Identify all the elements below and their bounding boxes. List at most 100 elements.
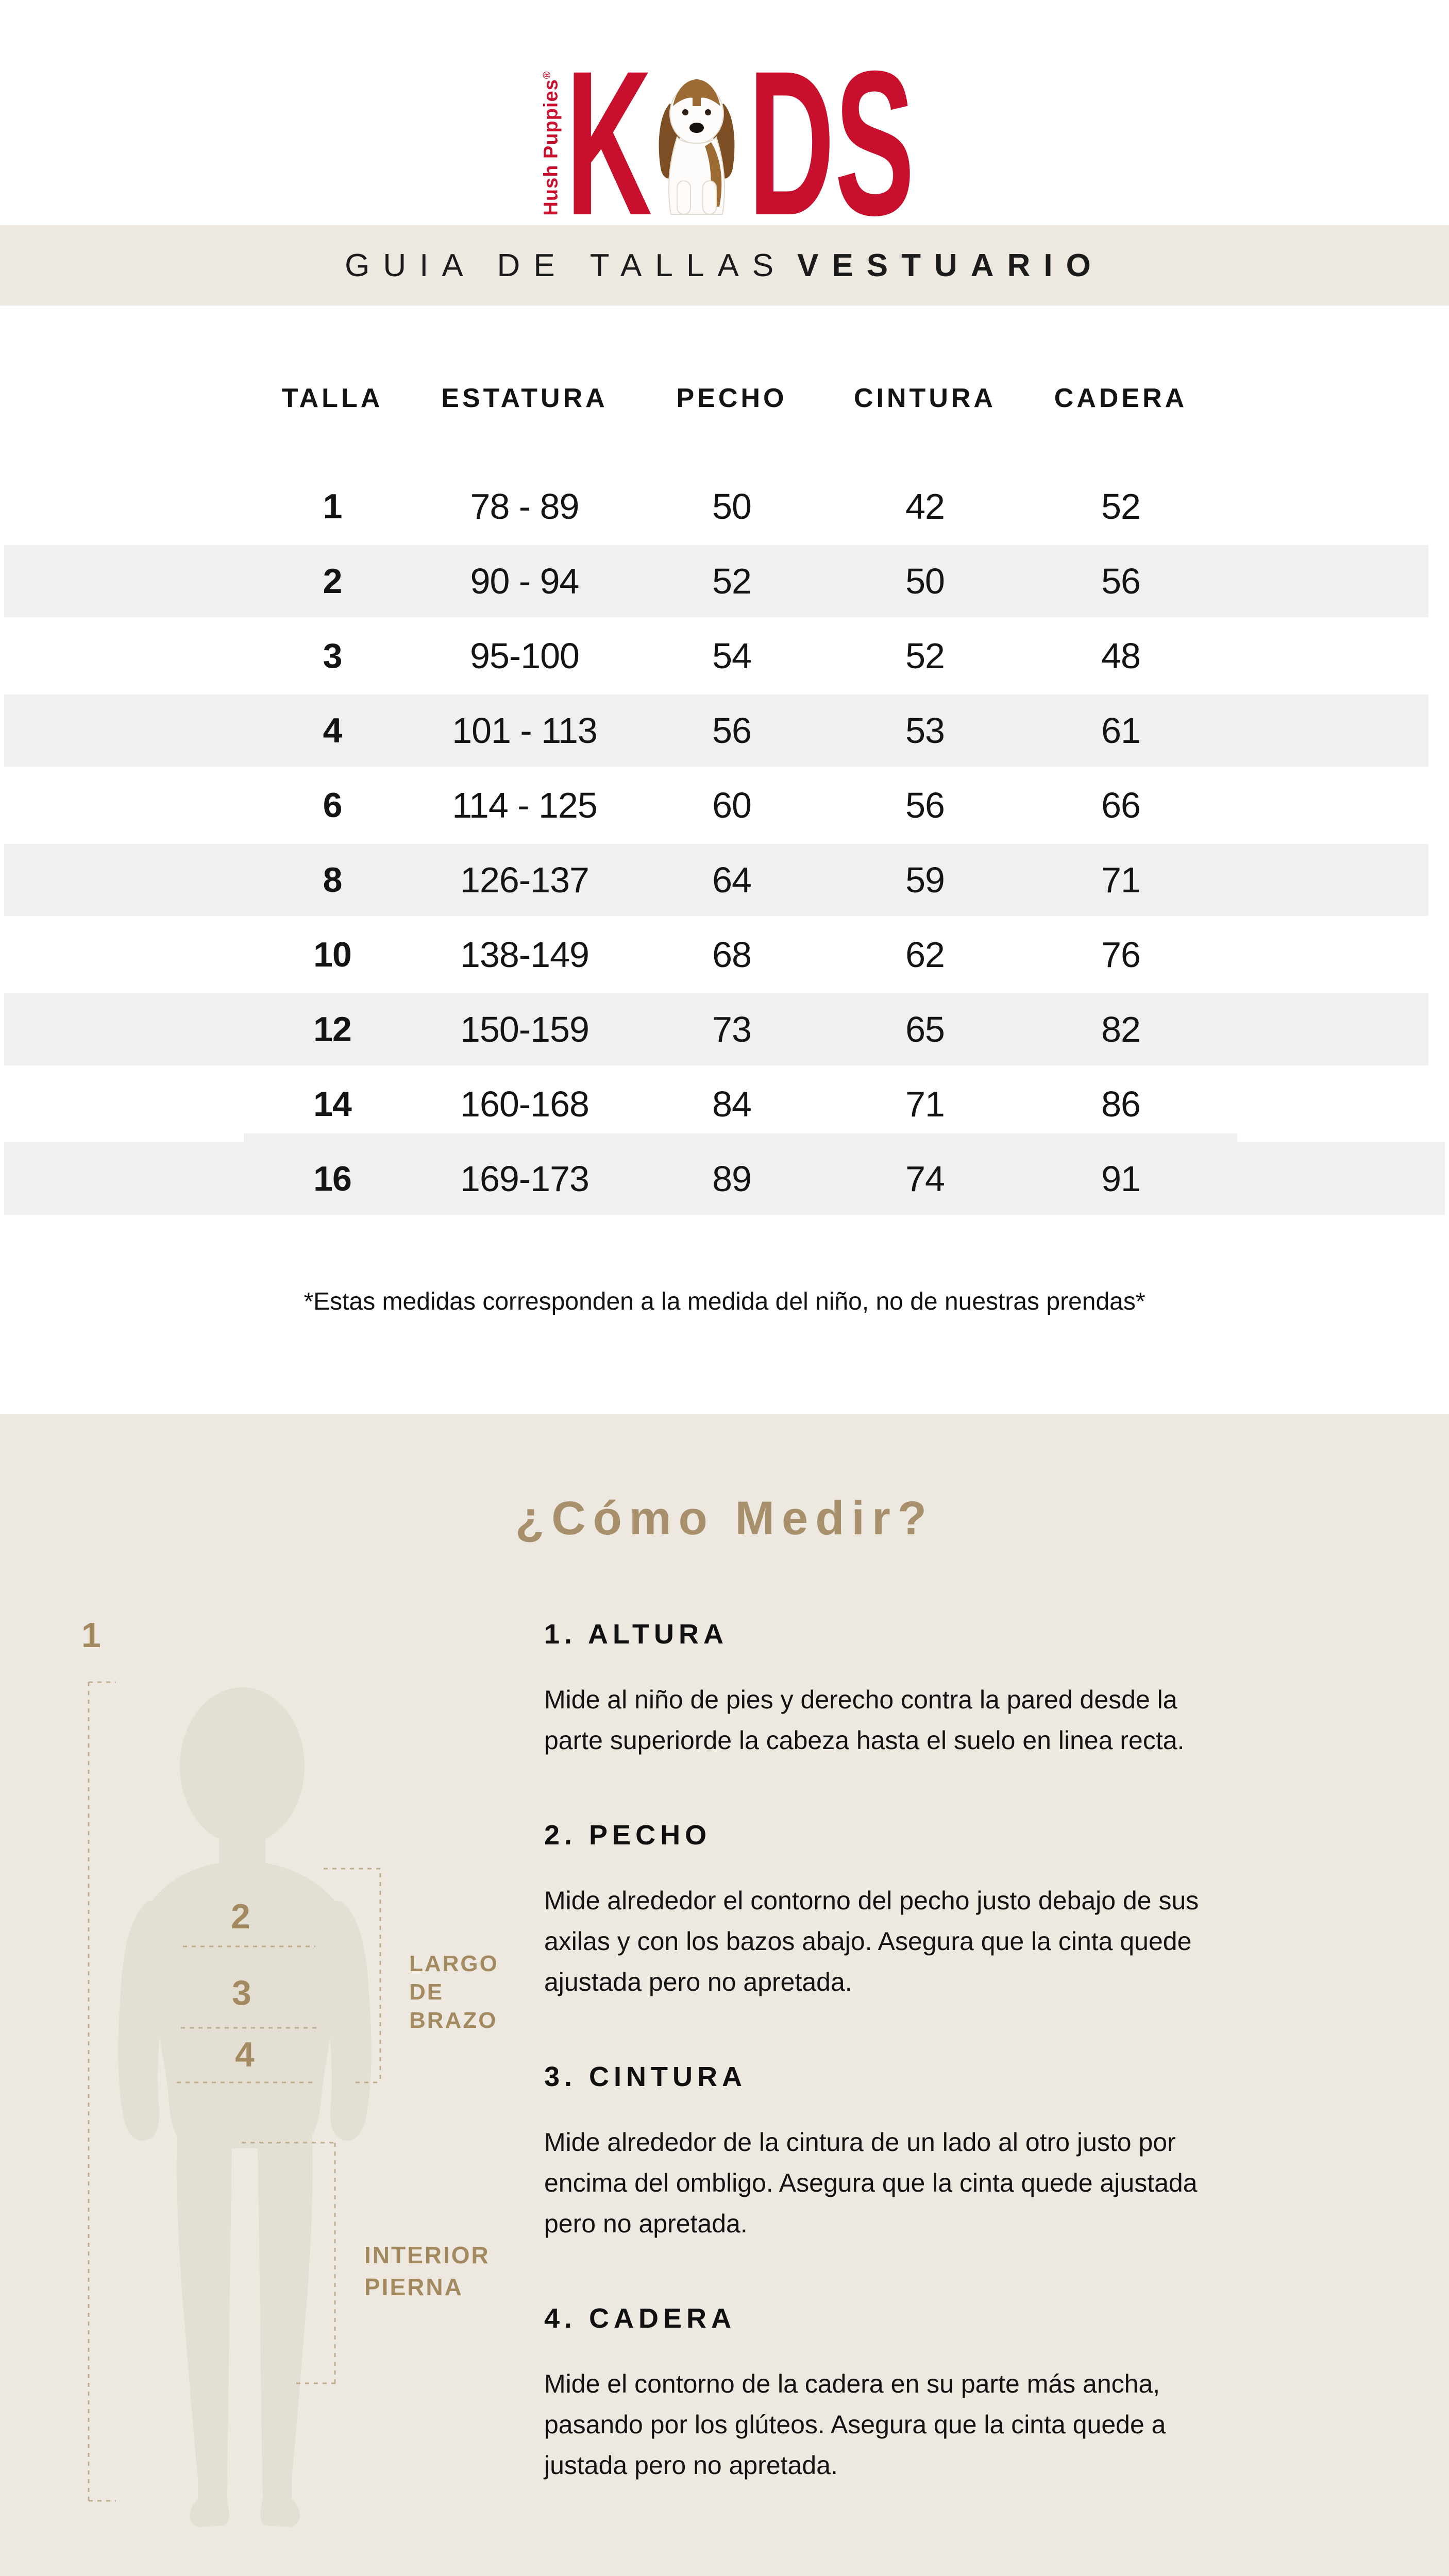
table-row-talla-10: 10 138-149 68 62 76 xyxy=(0,918,1449,992)
size-guide-banner: GUIA DE TALLAS VESTUARIO xyxy=(0,225,1449,306)
step-heading-3: 3. CINTURA xyxy=(544,2061,747,2092)
measure-line-arm xyxy=(324,1868,381,2083)
table-header-row: TALLA ESTATURA PECHO CINTURA CADERA xyxy=(0,361,1449,435)
cell-talla: 16 xyxy=(313,1159,352,1198)
cell-pecho: 52 xyxy=(712,561,752,601)
cell-pecho: 64 xyxy=(712,860,752,900)
cell-cadera: 56 xyxy=(1101,561,1141,601)
cell-talla: 2 xyxy=(323,562,343,601)
cell-cadera: 91 xyxy=(1101,1159,1141,1199)
row-stripe xyxy=(4,993,1428,1065)
cell-cintura: 62 xyxy=(905,935,945,975)
step-body-3: Mide alrededor de la cintura de un lado … xyxy=(544,2128,1198,2238)
column-header-pecho: PECHO xyxy=(676,383,787,413)
figure-marker-4: 4 xyxy=(235,2035,255,2074)
basset-hound-logo-icon xyxy=(659,79,735,215)
cell-cintura: 65 xyxy=(905,1009,945,1049)
row-stripe-notch xyxy=(244,1133,1237,1143)
cell-pecho: 54 xyxy=(712,636,752,676)
cell-cintura: 71 xyxy=(905,1084,945,1124)
cell-talla: 12 xyxy=(313,1010,352,1049)
cell-cintura: 52 xyxy=(905,636,945,676)
brand-logo: Hush Puppies® K D S xyxy=(0,28,1449,258)
cell-estatura: 101 - 113 xyxy=(452,710,598,751)
cell-cadera: 61 xyxy=(1101,710,1141,751)
cell-cintura: 74 xyxy=(905,1159,945,1199)
brand-vertical-label: Hush Puppies xyxy=(540,79,562,216)
banner-title-bold: VESTUARIO xyxy=(797,247,1104,283)
cell-talla: 10 xyxy=(313,935,352,974)
cell-estatura: 169-173 xyxy=(460,1159,589,1199)
arm-length-label: LARGO DE BRAZO xyxy=(409,1951,499,2033)
row-stripe xyxy=(4,545,1428,617)
cell-cintura: 56 xyxy=(905,785,945,825)
cell-estatura: 138-149 xyxy=(460,935,589,975)
wordmark-letter-d: D xyxy=(748,28,835,258)
cell-talla: 14 xyxy=(313,1084,352,1124)
cell-cadera: 86 xyxy=(1101,1084,1141,1124)
table-row-talla-8: 8 126-137 64 59 71 xyxy=(0,843,1449,917)
cell-estatura: 160-168 xyxy=(460,1084,589,1124)
brand-vertical-text: Hush Puppies® xyxy=(537,66,566,221)
step-heading-1: 1. ALTURA xyxy=(544,1619,728,1650)
measure-steps: 1. ALTURA Mide al niño de pies y derecho … xyxy=(544,1618,1420,2544)
measure-line-inner-leg xyxy=(242,2142,336,2384)
column-header-estatura: ESTATURA xyxy=(441,383,608,413)
table-row-talla-12: 12 150-159 73 65 82 xyxy=(0,992,1449,1066)
cell-cintura: 50 xyxy=(905,561,945,601)
column-header-cintura: CINTURA xyxy=(854,383,996,413)
step-heading-4: 4. CADERA xyxy=(544,2303,736,2334)
figure-marker-1: 1 xyxy=(81,1616,101,1655)
cell-estatura: 90 - 94 xyxy=(470,561,580,601)
row-stripe xyxy=(4,844,1428,916)
cell-talla: 8 xyxy=(323,860,343,900)
cell-cintura: 42 xyxy=(905,486,945,527)
table-footnote: *Estas medidas corresponden a la medida … xyxy=(304,1288,1145,1315)
step-heading-2: 2. PECHO xyxy=(544,1820,712,1851)
cell-cadera: 52 xyxy=(1101,486,1141,527)
figure-marker-2: 2 xyxy=(231,1897,250,1936)
cell-talla: 6 xyxy=(323,786,343,825)
row-stripe xyxy=(4,1142,1445,1215)
column-header-cadera: CADERA xyxy=(1054,383,1188,413)
cell-talla: 4 xyxy=(323,711,343,750)
cell-cadera: 76 xyxy=(1101,935,1141,975)
step-body-1: Mide al niño de pies y derecho contra la… xyxy=(544,1685,1185,1755)
column-header-talla: TALLA xyxy=(281,383,383,413)
cell-estatura: 95-100 xyxy=(470,636,580,676)
cell-estatura: 78 - 89 xyxy=(470,486,580,527)
table-row-talla-16: 16 169-173 89 74 91 xyxy=(0,1133,1449,1216)
inner-leg-label: INTERIOR PIERNA xyxy=(364,2242,490,2300)
cell-pecho: 50 xyxy=(712,486,752,527)
figure-marker-3: 3 xyxy=(232,1973,251,2012)
table-row-talla-14: 14 160-168 84 71 86 xyxy=(0,1067,1449,1141)
table-row-talla-1: 1 78 - 89 50 42 52 xyxy=(0,469,1449,544)
how-to-measure-title: ¿Cómo Medir? xyxy=(515,1492,934,1545)
cell-estatura: 114 - 125 xyxy=(452,785,598,825)
cell-pecho: 60 xyxy=(712,785,752,825)
table-row-talla-4: 4 101 - 113 56 53 61 xyxy=(0,693,1449,768)
cell-cintura: 59 xyxy=(905,860,945,900)
trademark-symbol: ® xyxy=(541,71,553,79)
cell-estatura: 150-159 xyxy=(460,1009,589,1049)
row-stripe xyxy=(4,694,1428,767)
cell-talla: 3 xyxy=(323,636,343,675)
child-figure-diagram xyxy=(88,1681,381,2527)
cell-pecho: 89 xyxy=(712,1159,752,1199)
kids-wordmark: K D S xyxy=(566,28,915,258)
measure-line-height xyxy=(88,1681,116,2502)
cell-cadera: 71 xyxy=(1101,860,1141,900)
child-silhouette xyxy=(118,1687,372,2527)
table-row-talla-6: 6 114 - 125 60 56 66 xyxy=(0,768,1449,842)
cell-pecho: 84 xyxy=(712,1084,752,1124)
cell-talla: 1 xyxy=(323,487,343,526)
cell-estatura: 126-137 xyxy=(460,860,589,900)
cell-pecho: 73 xyxy=(712,1009,752,1049)
table-row-talla-2: 2 90 - 94 52 50 56 xyxy=(0,544,1449,618)
cell-cadera: 48 xyxy=(1101,636,1141,676)
step-body-4: Mide el contorno de la cadera en su part… xyxy=(544,2369,1166,2480)
cell-cadera: 82 xyxy=(1101,1009,1141,1049)
cell-pecho: 56 xyxy=(712,710,752,751)
banner-title-light: GUIA DE TALLAS xyxy=(345,247,787,283)
